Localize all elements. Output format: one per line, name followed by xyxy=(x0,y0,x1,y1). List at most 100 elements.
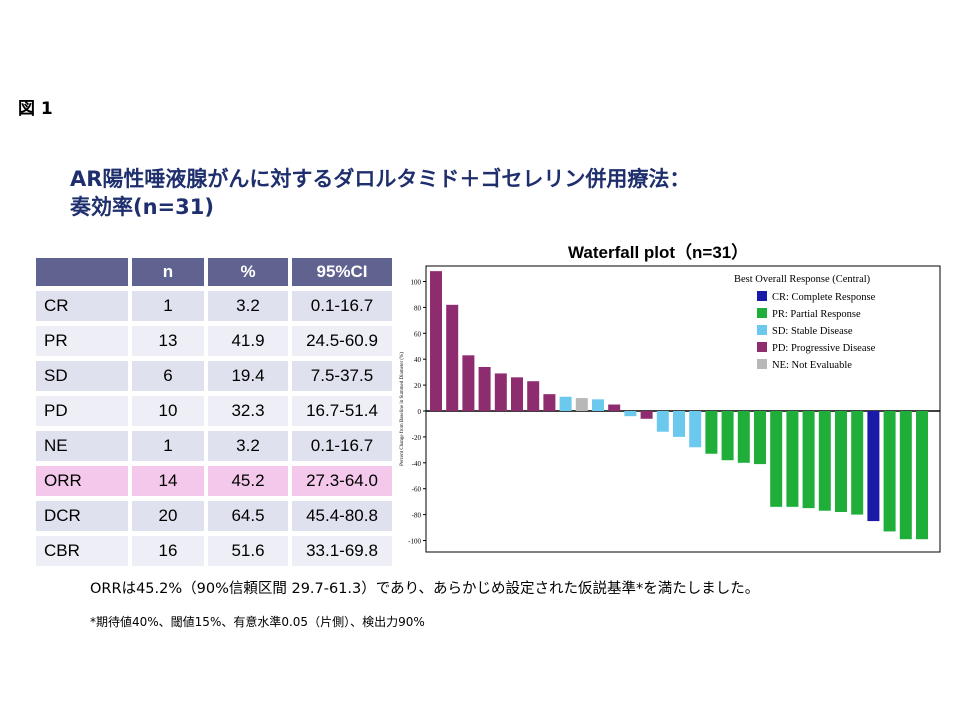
cell-ci: 7.5-37.5 xyxy=(292,361,396,391)
cell-percent: 64.5 xyxy=(208,501,292,531)
cell-n: 20 xyxy=(132,501,208,531)
legend-label: SD: Stable Disease xyxy=(772,326,853,337)
y-tick-label: -40 xyxy=(412,460,422,468)
bar xyxy=(592,399,604,411)
cell-ci: 45.4-80.8 xyxy=(292,501,396,531)
legend-title: Best Overall Response (Central) xyxy=(734,274,871,285)
result-note: ORRは45.2%（90%信頼区間 29.7-61.3）であり、あらかじめ設定さ… xyxy=(90,581,760,597)
cell-n: 13 xyxy=(132,326,208,356)
table-row: PR 13 41.9 24.5-60.9 xyxy=(36,326,396,356)
figure-label: 図 1 xyxy=(18,99,53,119)
y-tick-label: 20 xyxy=(414,382,422,390)
bar xyxy=(786,411,799,507)
cell-ci: 0.1-16.7 xyxy=(292,291,396,321)
table-row: DCR 20 64.5 45.4-80.8 xyxy=(36,501,396,531)
bar xyxy=(851,411,864,515)
cell-n: 1 xyxy=(132,291,208,321)
bar xyxy=(559,396,572,411)
bar xyxy=(446,304,459,411)
table-row: NE 1 3.2 0.1-16.7 xyxy=(36,431,396,461)
bar xyxy=(867,411,880,522)
cell-ci: 0.1-16.7 xyxy=(292,431,396,461)
row-label: ORR xyxy=(36,466,132,496)
bar xyxy=(899,411,912,540)
cell-percent: 32.3 xyxy=(208,396,292,426)
cell-percent: 3.2 xyxy=(208,291,292,321)
header-percent: % xyxy=(208,258,292,286)
row-label: PD xyxy=(36,396,132,426)
bar xyxy=(575,398,588,411)
bar xyxy=(430,271,442,411)
bar xyxy=(511,377,523,411)
legend-swatch xyxy=(757,342,767,352)
legend-swatch xyxy=(757,291,767,301)
bar xyxy=(624,411,637,417)
row-label: DCR xyxy=(36,501,132,531)
bar xyxy=(802,411,815,509)
bar xyxy=(818,411,831,511)
legend-swatch xyxy=(757,359,767,369)
header-n: n xyxy=(132,258,208,286)
bar xyxy=(494,373,507,411)
y-tick-label: 60 xyxy=(414,330,422,338)
y-tick-label: 100 xyxy=(411,279,422,287)
cell-n: 14 xyxy=(132,466,208,496)
row-label: CBR xyxy=(36,536,132,566)
table-row: ORR 14 45.2 27.3-64.0 xyxy=(36,466,396,496)
bar xyxy=(478,366,491,411)
table-row: PD 10 32.3 16.7-51.4 xyxy=(36,396,396,426)
row-label: NE xyxy=(36,431,132,461)
y-axis-label: Percent Change from Baseline in Summed D… xyxy=(400,352,405,466)
cell-ci: 24.5-60.9 xyxy=(292,326,396,356)
bar xyxy=(673,411,685,437)
bar xyxy=(689,411,702,448)
legend-swatch xyxy=(757,308,767,318)
cell-ci: 16.7-51.4 xyxy=(292,396,396,426)
bar xyxy=(527,381,540,411)
plot-frame xyxy=(425,265,941,553)
response-table: n % 95%CI CR 1 3.2 0.1-16.7 PR 13 41.9 24.5-60.… xyxy=(36,253,396,571)
y-tick-label: 80 xyxy=(414,304,422,312)
table-row: CBR 16 51.6 33.1-69.8 xyxy=(36,536,396,566)
cell-n: 10 xyxy=(132,396,208,426)
legend-swatch xyxy=(757,325,767,335)
cell-percent: 19.4 xyxy=(208,361,292,391)
y-tick-label: 40 xyxy=(414,356,422,364)
cell-n: 1 xyxy=(132,431,208,461)
bar xyxy=(737,411,750,463)
legend-label: PR: Partial Response xyxy=(772,309,861,320)
row-label: CR xyxy=(36,291,132,321)
slide-title: AR陽性唾液腺がんに対するダロルタミド＋ゴセレリン併用療法： 奏効率(n=31) xyxy=(70,165,690,221)
bar xyxy=(640,411,653,419)
bars xyxy=(430,271,928,540)
table-row: CR 1 3.2 0.1-16.7 xyxy=(36,291,396,321)
table-row: SD 6 19.4 7.5-37.5 xyxy=(36,361,396,391)
legend-label: NE: Not Evaluable xyxy=(772,360,852,371)
row-label: SD xyxy=(36,361,132,391)
cell-n: 16 xyxy=(132,536,208,566)
bar xyxy=(608,404,621,411)
cell-percent: 51.6 xyxy=(208,536,292,566)
table-header-row: n % 95%CI xyxy=(36,258,396,286)
y-tick-label: -80 xyxy=(412,512,422,520)
bar xyxy=(754,411,766,465)
chart-title: Waterfall plot（n=31） xyxy=(568,243,749,262)
title-line-1: AR陽性唾液腺がんに対するダロルタミド＋ゴセレリン併用療法： xyxy=(70,167,691,191)
bar xyxy=(543,394,556,411)
row-label: PR xyxy=(36,326,132,356)
cell-n: 6 xyxy=(132,361,208,391)
y-tick-label: -20 xyxy=(412,434,422,442)
legend: Best Overall Response (Central) CR: Compl… xyxy=(734,274,876,371)
cell-ci: 33.1-69.8 xyxy=(292,536,396,566)
bar xyxy=(835,411,847,513)
bar xyxy=(770,411,783,507)
cell-ci: 27.3-64.0 xyxy=(292,466,396,496)
footnote: *期待値40%、閾値15%、有意水準0.05（片側）、検出力90% xyxy=(90,615,425,629)
header-ci: 95%CI xyxy=(292,258,396,286)
cell-percent: 3.2 xyxy=(208,431,292,461)
cell-percent: 45.2 xyxy=(208,466,292,496)
bar xyxy=(883,411,896,532)
bar xyxy=(721,411,734,461)
legend-label: PD: Progressive Disease xyxy=(772,343,876,354)
